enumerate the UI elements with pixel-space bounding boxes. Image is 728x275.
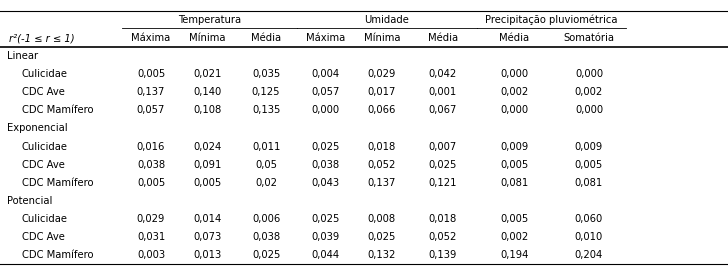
Text: 0,005: 0,005 — [137, 178, 165, 188]
Text: 0,038: 0,038 — [252, 232, 280, 242]
Text: 0,005: 0,005 — [194, 178, 221, 188]
Text: Temperatura: Temperatura — [178, 15, 241, 25]
Text: Umidade: Umidade — [365, 15, 409, 25]
Text: 0,043: 0,043 — [312, 178, 340, 188]
Text: Média: Média — [499, 33, 529, 43]
Text: Culicidae: Culicidae — [22, 142, 68, 152]
Text: 0,137: 0,137 — [368, 178, 396, 188]
Text: 0,038: 0,038 — [312, 160, 340, 170]
Text: 0,052: 0,052 — [368, 160, 396, 170]
Text: 0,066: 0,066 — [368, 105, 396, 116]
Text: 0,081: 0,081 — [500, 178, 529, 188]
Text: Potencial: Potencial — [7, 196, 52, 206]
Text: 0,001: 0,001 — [429, 87, 457, 97]
Text: 0,194: 0,194 — [500, 250, 529, 260]
Text: 0,057: 0,057 — [312, 87, 340, 97]
Text: 0,038: 0,038 — [137, 160, 165, 170]
Text: 0,137: 0,137 — [137, 87, 165, 97]
Text: 0,021: 0,021 — [194, 69, 221, 79]
Text: 0,108: 0,108 — [194, 105, 221, 116]
Text: 0,000: 0,000 — [500, 105, 529, 116]
Text: 0,011: 0,011 — [252, 142, 280, 152]
Text: 0,005: 0,005 — [500, 214, 529, 224]
Text: 0,135: 0,135 — [252, 105, 280, 116]
Text: Média: Média — [428, 33, 458, 43]
Text: 0,140: 0,140 — [194, 87, 221, 97]
Text: 0,006: 0,006 — [252, 214, 280, 224]
Text: Máxima: Máxima — [306, 33, 345, 43]
Text: 0,004: 0,004 — [312, 69, 340, 79]
Text: 0,005: 0,005 — [500, 160, 529, 170]
Text: Mínima: Mínima — [189, 33, 226, 43]
Text: Culicidae: Culicidae — [22, 214, 68, 224]
Text: 0,044: 0,044 — [312, 250, 340, 260]
Text: CDC Ave: CDC Ave — [22, 87, 65, 97]
Text: 0,025: 0,025 — [312, 142, 340, 152]
Text: Linear: Linear — [7, 51, 39, 61]
Text: 0,010: 0,010 — [575, 232, 603, 242]
Text: Mínima: Mínima — [363, 33, 400, 43]
Text: 0,02: 0,02 — [255, 178, 277, 188]
Text: 0,029: 0,029 — [368, 69, 396, 79]
Text: 0,057: 0,057 — [137, 105, 165, 116]
Text: 0,073: 0,073 — [194, 232, 221, 242]
Text: 0,018: 0,018 — [429, 214, 457, 224]
Text: 0,017: 0,017 — [368, 87, 396, 97]
Text: Precipitação pluviométrica: Precipitação pluviométrica — [485, 15, 618, 25]
Text: 0,005: 0,005 — [575, 160, 603, 170]
Text: 0,000: 0,000 — [312, 105, 340, 116]
Text: 0,039: 0,039 — [312, 232, 340, 242]
Text: Somatória: Somatória — [563, 33, 614, 43]
Text: 0,008: 0,008 — [368, 214, 396, 224]
Text: 0,029: 0,029 — [137, 214, 165, 224]
Text: 0,013: 0,013 — [194, 250, 221, 260]
Text: 0,002: 0,002 — [500, 232, 529, 242]
Text: 0,009: 0,009 — [575, 142, 603, 152]
Text: CDC Mamífero: CDC Mamífero — [22, 105, 93, 116]
Text: 0,005: 0,005 — [137, 69, 165, 79]
Text: 0,121: 0,121 — [429, 178, 457, 188]
Text: 0,091: 0,091 — [194, 160, 221, 170]
Text: 0,025: 0,025 — [252, 250, 280, 260]
Text: 0,018: 0,018 — [368, 142, 396, 152]
Text: 0,060: 0,060 — [575, 214, 603, 224]
Text: 0,024: 0,024 — [194, 142, 221, 152]
Text: 0,003: 0,003 — [137, 250, 165, 260]
Text: 0,014: 0,014 — [194, 214, 221, 224]
Text: 0,204: 0,204 — [575, 250, 603, 260]
Text: 0,009: 0,009 — [500, 142, 529, 152]
Text: 0,025: 0,025 — [368, 232, 396, 242]
Text: CDC Mamífero: CDC Mamífero — [22, 178, 93, 188]
Text: 0,132: 0,132 — [368, 250, 396, 260]
Text: r²(-1 ≤ r ≤ 1): r²(-1 ≤ r ≤ 1) — [9, 33, 74, 43]
Text: 0,05: 0,05 — [255, 160, 277, 170]
Text: 0,042: 0,042 — [429, 69, 457, 79]
Text: CDC Ave: CDC Ave — [22, 160, 65, 170]
Text: CDC Mamífero: CDC Mamífero — [22, 250, 93, 260]
Text: 0,000: 0,000 — [575, 105, 603, 116]
Text: CDC Ave: CDC Ave — [22, 232, 65, 242]
Text: 0,025: 0,025 — [429, 160, 457, 170]
Text: Culicidae: Culicidae — [22, 69, 68, 79]
Text: 0,000: 0,000 — [575, 69, 603, 79]
Text: 0,002: 0,002 — [500, 87, 529, 97]
Text: 0,035: 0,035 — [252, 69, 280, 79]
Text: 0,067: 0,067 — [429, 105, 457, 116]
Text: Exponencial: Exponencial — [7, 123, 68, 133]
Text: 0,031: 0,031 — [137, 232, 165, 242]
Text: 0,139: 0,139 — [429, 250, 457, 260]
Text: Média: Média — [251, 33, 281, 43]
Text: 0,025: 0,025 — [312, 214, 340, 224]
Text: 0,081: 0,081 — [575, 178, 603, 188]
Text: Máxima: Máxima — [132, 33, 170, 43]
Text: 0,052: 0,052 — [429, 232, 457, 242]
Text: 0,125: 0,125 — [252, 87, 280, 97]
Text: 0,002: 0,002 — [575, 87, 603, 97]
Text: 0,016: 0,016 — [137, 142, 165, 152]
Text: 0,007: 0,007 — [429, 142, 457, 152]
Text: 0,000: 0,000 — [500, 69, 529, 79]
